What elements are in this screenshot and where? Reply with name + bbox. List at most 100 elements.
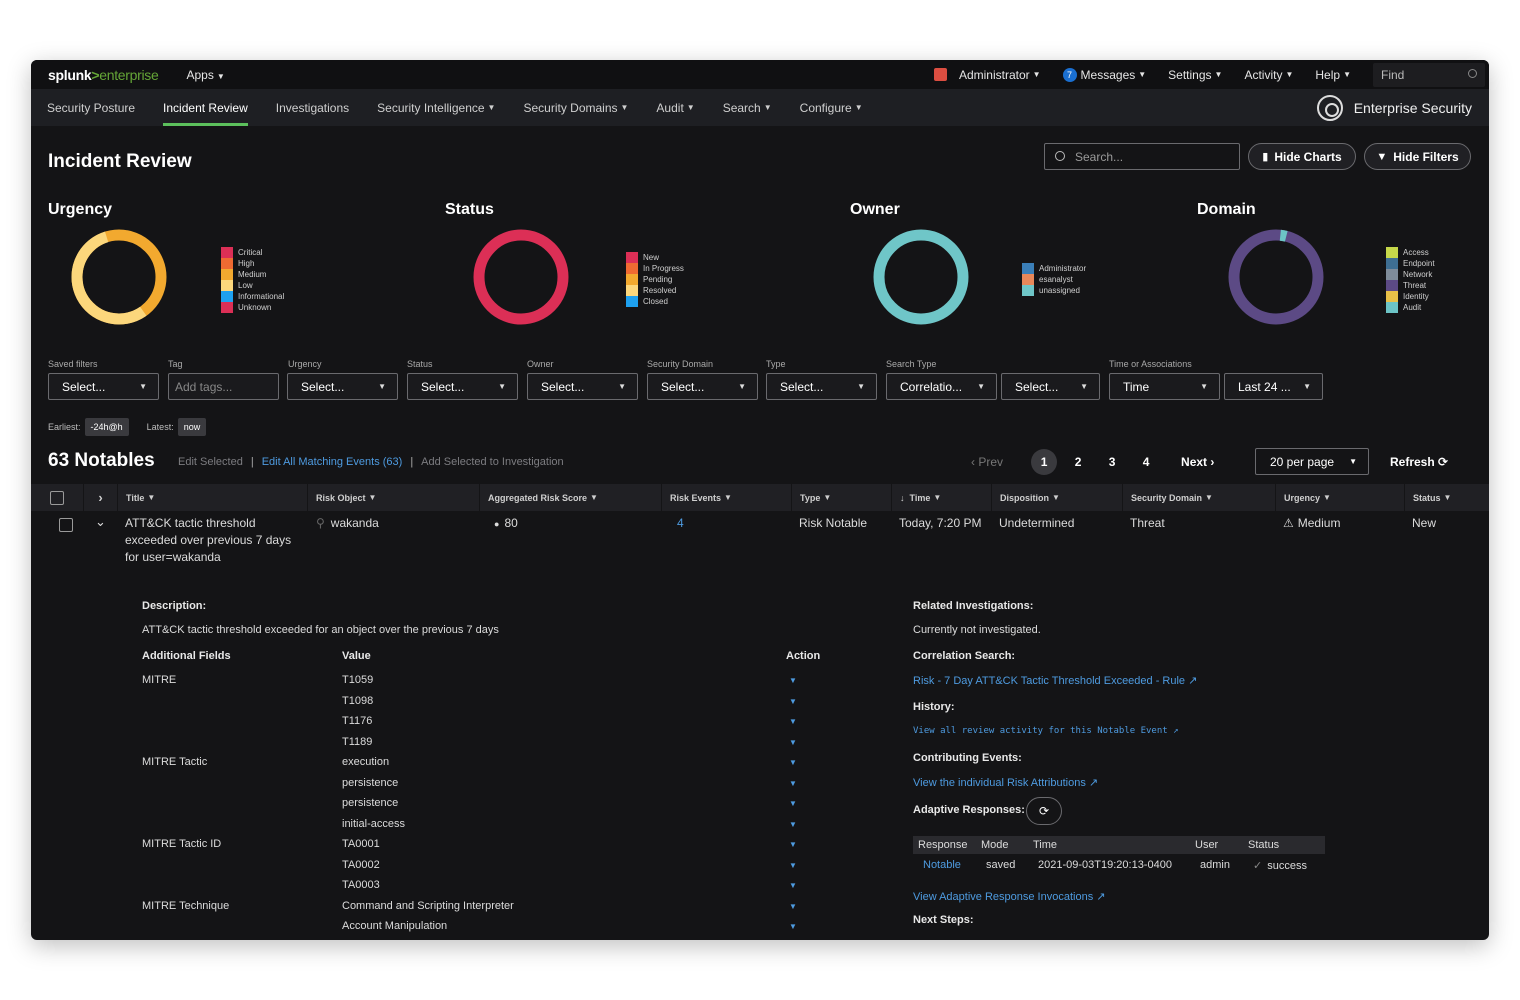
page-3-button[interactable]: 3 (1108, 455, 1116, 469)
urgency-segment-low[interactable] (71, 229, 167, 325)
add-to-investigation-link[interactable]: Add Selected to Investigation (421, 456, 564, 468)
find-input[interactable]: Find (1373, 62, 1485, 87)
field-action-caret-icon[interactable]: ▼ (789, 696, 797, 706)
legend-item[interactable]: Administrator (1022, 263, 1086, 274)
col-urgency[interactable]: Urgency ▼ (1275, 484, 1404, 511)
urgency-donut[interactable] (69, 227, 169, 327)
col-title[interactable]: Title ▼ (117, 484, 307, 511)
per-page-select[interactable]: 20 per page ▼ (1255, 448, 1369, 475)
urgency-select[interactable]: Select... ▼ (287, 373, 398, 400)
col-risk-events[interactable]: Risk Events ▼ (661, 484, 791, 511)
nav-search[interactable]: Search ▼ (723, 89, 772, 126)
legend-item[interactable]: unassigned (1022, 285, 1086, 296)
legend-item[interactable]: Access (1386, 247, 1435, 258)
time-or-associations-select[interactable]: Time ▼ (1109, 373, 1220, 400)
prev-page-button[interactable]: ‹ Prev (971, 455, 1003, 469)
nav-incident-review[interactable]: Incident Review (163, 89, 248, 126)
legend-item[interactable]: New (626, 252, 684, 263)
field-action-caret-icon[interactable]: ▼ (789, 737, 797, 747)
legend-item[interactable]: Pending (626, 274, 684, 285)
edit-selected-link[interactable]: Edit Selected (178, 456, 243, 468)
legend-item[interactable]: Medium (221, 269, 284, 280)
page-4-button[interactable]: 4 (1142, 455, 1150, 469)
time-range-select[interactable]: Last 24 ... ▼ (1224, 373, 1323, 400)
field-action-caret-icon[interactable]: ▼ (789, 676, 797, 685)
field-action-caret-icon[interactable]: ▼ (789, 799, 797, 808)
tag-input[interactable]: Add tags... (168, 373, 279, 400)
legend-item[interactable]: Unknown (221, 302, 284, 313)
nav-security-posture[interactable]: Security Posture (47, 89, 135, 126)
ar-response-link[interactable]: Notable (923, 859, 961, 871)
refresh-button[interactable]: Refresh ⟳ (1390, 455, 1448, 469)
nav-investigations[interactable]: Investigations (276, 89, 349, 126)
col-time[interactable]: ↓ Time ▼ (891, 484, 991, 511)
legend-item[interactable]: Closed (626, 296, 684, 307)
search-type-secondary-select[interactable]: Select... ▼ (1001, 373, 1100, 400)
owner-segment-unassigned[interactable] (873, 229, 969, 325)
help-menu[interactable]: Help ▼ (1315, 68, 1351, 82)
legend-item[interactable]: Critical (221, 247, 284, 258)
settings-menu[interactable]: Settings ▼ (1168, 68, 1222, 82)
row-title[interactable]: ATT&CK tactic threshold exceeded over pr… (125, 515, 291, 566)
field-action-caret-icon[interactable]: ▼ (789, 819, 797, 829)
owner-donut[interactable] (871, 227, 971, 327)
status-segment-new[interactable] (473, 229, 569, 325)
owner-select[interactable]: Select... ▼ (527, 373, 638, 400)
legend-item[interactable]: esanalyst (1022, 274, 1086, 285)
nav-audit[interactable]: Audit ▼ (656, 89, 694, 126)
edit-all-matching-link[interactable]: Edit All Matching Events (63) (261, 456, 403, 468)
legend-item[interactable]: Network (1386, 269, 1435, 280)
adaptive-responses-run-button[interactable]: ⟳ (1026, 797, 1062, 825)
expand-all-cell[interactable]: › (83, 484, 117, 511)
field-action-caret-icon[interactable]: ▼ (789, 901, 797, 911)
contributing-events-link[interactable]: View the individual Risk Attributions ↗ (913, 776, 1098, 789)
field-action-caret-icon[interactable]: ▼ (789, 860, 797, 870)
hide-charts-button[interactable]: ▮ Hide Charts (1248, 143, 1356, 170)
field-action-caret-icon[interactable]: ▼ (789, 758, 797, 767)
security-domain-select[interactable]: Select... ▼ (647, 373, 758, 400)
activity-menu[interactable]: Activity ▼ (1244, 68, 1293, 82)
legend-item[interactable]: Identity (1386, 291, 1435, 302)
row-risk-object[interactable]: ⚲ wakanda (316, 515, 379, 532)
col-risk-object[interactable]: Risk Object ▼ (307, 484, 479, 511)
row-checkbox[interactable] (59, 518, 73, 532)
legend-item[interactable]: In Progress (626, 263, 684, 274)
messages-menu[interactable]: 7 Messages ▼ (1062, 67, 1146, 82)
type-select[interactable]: Select... ▼ (766, 373, 877, 400)
col-status[interactable]: Status ▼ (1404, 484, 1489, 511)
status-donut[interactable] (471, 227, 571, 327)
search-input[interactable]: Search... (1044, 143, 1240, 170)
hide-filters-button[interactable]: ▼ Hide Filters (1364, 143, 1471, 170)
select-all-checkbox[interactable] (50, 490, 64, 505)
field-action-caret-icon[interactable]: ▼ (789, 778, 797, 788)
col-type[interactable]: Type ▼ (791, 484, 891, 511)
next-page-button[interactable]: Next › (1181, 455, 1214, 469)
field-action-caret-icon[interactable]: ▼ (789, 922, 797, 931)
page-1-button[interactable]: 1 (1031, 449, 1058, 475)
administrator-menu[interactable]: Administrator ▼ (933, 68, 1041, 82)
legend-item[interactable]: Informational (221, 291, 284, 302)
col-aggregated-risk-score[interactable]: Aggregated Risk Score ▼ (479, 484, 661, 511)
legend-item[interactable]: Resolved (626, 285, 684, 296)
splunk-logo[interactable]: splunk>enterprise (48, 67, 159, 83)
field-action-caret-icon[interactable]: ▼ (789, 717, 797, 726)
field-action-caret-icon[interactable]: ▼ (789, 881, 797, 890)
legend-item[interactable]: Low (221, 280, 284, 291)
domain-segment-threat[interactable] (1228, 229, 1324, 325)
row-risk-events-link[interactable]: 4 (677, 516, 684, 530)
nav-security-domains[interactable]: Security Domains ▼ (523, 89, 628, 126)
legend-item[interactable]: Audit (1386, 302, 1435, 313)
legend-item[interactable]: Threat (1386, 280, 1435, 291)
saved-filters-select[interactable]: Select... ▼ (48, 373, 159, 400)
nav-security-intelligence[interactable]: Security Intelligence ▼ (377, 89, 495, 126)
col-security-domain[interactable]: Security Domain ▼ (1122, 484, 1275, 511)
page-2-button[interactable]: 2 (1074, 455, 1082, 469)
legend-item[interactable]: High (221, 258, 284, 269)
nav-configure[interactable]: Configure ▼ (800, 89, 863, 126)
correlation-search-link[interactable]: Risk - 7 Day ATT&CK Tactic Threshold Exc… (913, 674, 1197, 687)
field-action-caret-icon[interactable]: ▼ (789, 840, 797, 849)
domain-donut[interactable] (1226, 227, 1326, 327)
col-disposition[interactable]: Disposition ▼ (991, 484, 1122, 511)
status-select[interactable]: Select... ▼ (407, 373, 518, 400)
history-link[interactable]: View all review activity for this Notabl… (913, 726, 1179, 736)
